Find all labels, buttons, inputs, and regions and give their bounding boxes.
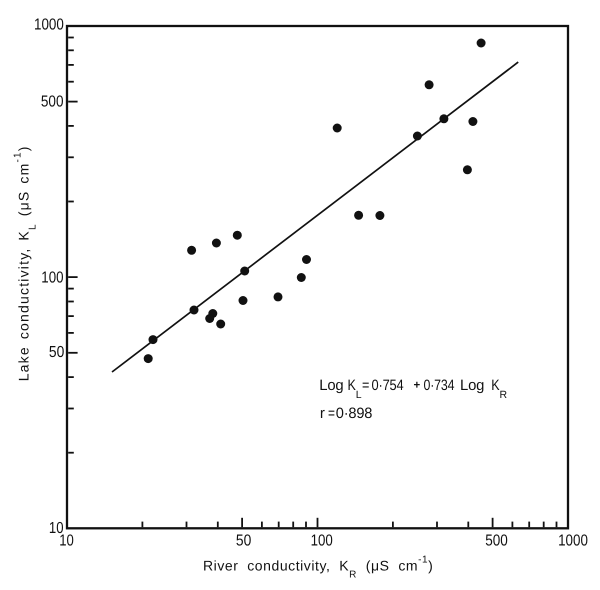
svg-text:500: 500 <box>41 94 64 111</box>
svg-text:50: 50 <box>236 532 251 549</box>
svg-text:r=0·898: r =0·898 <box>320 405 372 422</box>
svg-text:50: 50 <box>49 344 64 361</box>
svg-text:10: 10 <box>49 520 64 537</box>
svg-text:100: 100 <box>311 532 333 549</box>
svg-text:100: 100 <box>41 270 63 287</box>
svg-text:10: 10 <box>59 532 74 549</box>
svg-text:500: 500 <box>485 532 508 549</box>
svg-text:1000: 1000 <box>558 532 588 549</box>
svg-text:1000: 1000 <box>34 17 64 34</box>
